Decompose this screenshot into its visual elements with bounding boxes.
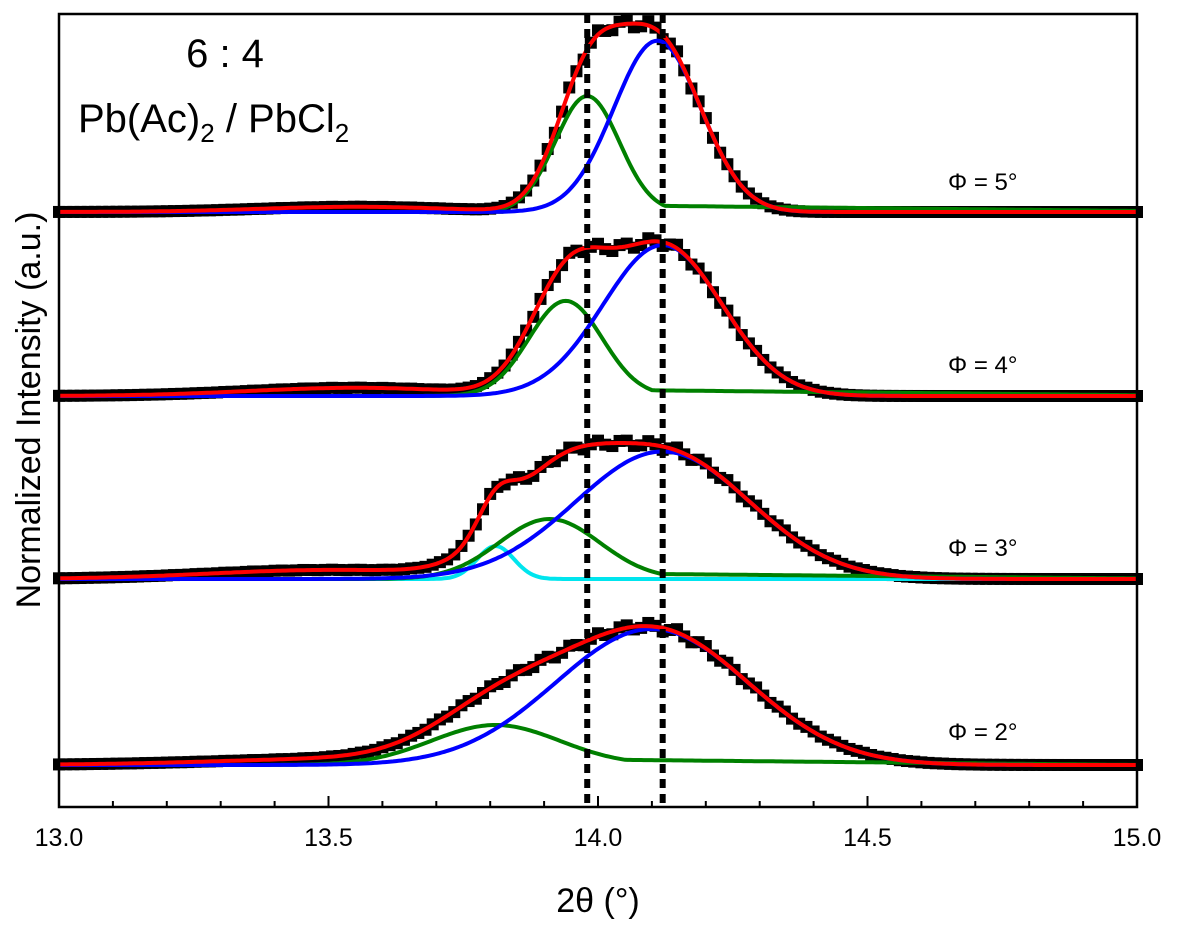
panel-3 xyxy=(53,434,1143,585)
composition-subscript-1: 2 xyxy=(200,118,214,148)
panel-label-phi: Φ = 3° xyxy=(948,535,1017,562)
panel-4 xyxy=(53,616,1143,771)
x-tick-label: 14.0 xyxy=(574,824,623,852)
total-fit-curve xyxy=(59,624,1137,767)
composition-annotation: Pb(Ac)2 / PbCl2 xyxy=(78,97,349,148)
total-fit-curve xyxy=(59,239,1137,398)
data-point xyxy=(635,20,648,33)
x-axis-ticks: 13.0 13.5 14.0 14.5 15.0 xyxy=(35,796,1162,852)
ratio-annotation: 6 : 4 xyxy=(186,32,264,76)
x-tick-label: 13.5 xyxy=(304,824,353,852)
composition-part-2: / PbCl xyxy=(215,97,335,141)
panel-2 xyxy=(53,232,1143,402)
composition-subscript-2: 2 xyxy=(335,118,349,148)
composition-part-1: Pb(Ac) xyxy=(78,97,200,141)
x-tick-label: 14.5 xyxy=(843,824,892,852)
total-fit-curve xyxy=(59,441,1137,581)
plot-content xyxy=(53,14,1143,771)
panel-label-phi: Φ = 4° xyxy=(948,352,1017,379)
panel-labels: Φ = 5° Φ = 4° Φ = 3° Φ = 2° xyxy=(948,169,1017,746)
x-axis-title: 2θ (°) xyxy=(556,882,640,920)
data-markers xyxy=(53,616,1143,771)
total-fit-curve xyxy=(58,21,1137,214)
data-point xyxy=(606,245,619,258)
x-tick-label: 15.0 xyxy=(1113,824,1162,852)
data-markers xyxy=(53,434,1143,585)
panel-label-phi: Φ = 2° xyxy=(948,719,1017,746)
data-point xyxy=(613,15,626,28)
x-tick-label: 13.0 xyxy=(35,824,84,852)
reference-lines xyxy=(584,14,666,807)
y-axis-title: Normalized Intensity (a.u.) xyxy=(10,212,48,609)
data-point xyxy=(627,21,640,34)
panel-label-phi: Φ = 5° xyxy=(948,169,1017,196)
